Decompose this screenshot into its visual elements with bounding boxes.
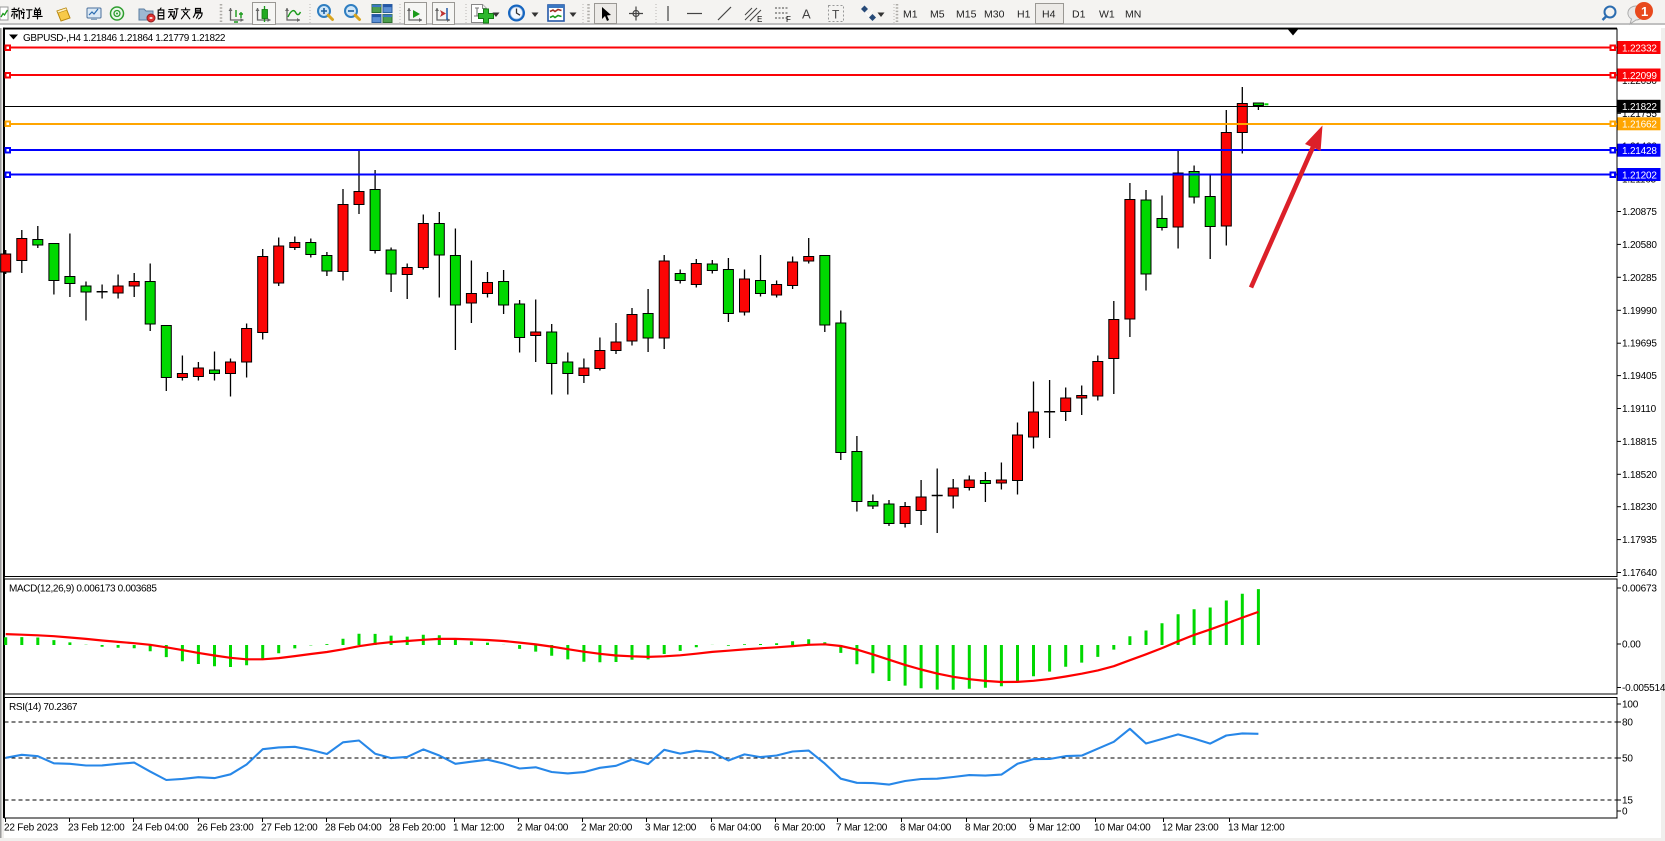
svg-text:1.17640: 1.17640 bbox=[1622, 568, 1657, 579]
svg-text:12 Mar 23:00: 12 Mar 23:00 bbox=[1162, 823, 1219, 834]
svg-text:27 Feb 12:00: 27 Feb 12:00 bbox=[261, 823, 318, 834]
svg-text:1.19990: 1.19990 bbox=[1622, 306, 1657, 317]
svg-text:13 Mar 12:00: 13 Mar 12:00 bbox=[1228, 823, 1285, 834]
svg-text:8 Mar 20:00: 8 Mar 20:00 bbox=[965, 823, 1017, 834]
svg-text:28 Feb 20:00: 28 Feb 20:00 bbox=[389, 823, 446, 834]
svg-text:1.18815: 1.18815 bbox=[1622, 437, 1657, 448]
svg-text:1.21822: 1.21822 bbox=[1622, 102, 1657, 113]
svg-text:0.00673: 0.00673 bbox=[1622, 584, 1657, 595]
svg-text:M1: M1 bbox=[903, 9, 918, 21]
svg-text:1.21755: 1.21755 bbox=[1622, 109, 1657, 120]
svg-text:9 Mar 12:00: 9 Mar 12:00 bbox=[1029, 823, 1081, 834]
svg-text:H4: H4 bbox=[1042, 9, 1056, 21]
svg-text:24 Feb 04:00: 24 Feb 04:00 bbox=[132, 823, 189, 834]
svg-text:26 Feb 23:00: 26 Feb 23:00 bbox=[197, 823, 254, 834]
svg-text:MACD(12,26,9) 0.006173 0.00368: MACD(12,26,9) 0.006173 0.003685 bbox=[9, 584, 157, 595]
svg-text:1.20580: 1.20580 bbox=[1622, 240, 1657, 251]
svg-text:1.20875: 1.20875 bbox=[1622, 207, 1657, 218]
svg-text:T: T bbox=[832, 8, 840, 22]
svg-text:1.17935: 1.17935 bbox=[1622, 535, 1657, 546]
svg-text:22 Feb 2023: 22 Feb 2023 bbox=[4, 823, 59, 834]
svg-text:M5: M5 bbox=[930, 9, 945, 21]
svg-text:1: 1 bbox=[1641, 4, 1648, 19]
svg-text:23 Feb 12:00: 23 Feb 12:00 bbox=[68, 823, 125, 834]
svg-text:1.19405: 1.19405 bbox=[1622, 371, 1657, 382]
svg-text:A: A bbox=[802, 7, 811, 22]
svg-text:6 Mar 20:00: 6 Mar 20:00 bbox=[774, 823, 826, 834]
svg-text:0.00: 0.00 bbox=[1622, 640, 1641, 651]
svg-text:-0.005514: -0.005514 bbox=[1622, 683, 1665, 694]
svg-text:D1: D1 bbox=[1072, 9, 1086, 21]
svg-text:28 Feb 04:00: 28 Feb 04:00 bbox=[325, 823, 382, 834]
svg-text:7 Mar 12:00: 7 Mar 12:00 bbox=[836, 823, 888, 834]
svg-text:MN: MN bbox=[1125, 9, 1141, 21]
svg-text:15: 15 bbox=[1622, 796, 1633, 807]
svg-text:1.22332: 1.22332 bbox=[1622, 43, 1657, 54]
svg-text:M15: M15 bbox=[956, 9, 977, 21]
svg-text:10 Mar 04:00: 10 Mar 04:00 bbox=[1094, 823, 1151, 834]
svg-text:50: 50 bbox=[1622, 754, 1633, 765]
svg-text:2 Mar 20:00: 2 Mar 20:00 bbox=[581, 823, 633, 834]
svg-text:W1: W1 bbox=[1099, 9, 1115, 21]
svg-text:6 Mar 04:00: 6 Mar 04:00 bbox=[710, 823, 762, 834]
svg-text:1.21202: 1.21202 bbox=[1622, 170, 1657, 181]
svg-text:1.21428: 1.21428 bbox=[1622, 146, 1657, 157]
svg-text:RSI(14) 70.2367: RSI(14) 70.2367 bbox=[9, 702, 78, 713]
svg-text:1.19110: 1.19110 bbox=[1622, 404, 1657, 415]
svg-text:1.18230: 1.18230 bbox=[1622, 502, 1657, 513]
svg-text:1.20285: 1.20285 bbox=[1622, 273, 1657, 284]
svg-text:H1: H1 bbox=[1017, 9, 1031, 21]
svg-text:1.19695: 1.19695 bbox=[1622, 339, 1657, 350]
svg-text:3 Mar 12:00: 3 Mar 12:00 bbox=[645, 823, 697, 834]
svg-text:100: 100 bbox=[1622, 700, 1639, 711]
svg-text:1.21662: 1.21662 bbox=[1622, 120, 1657, 131]
svg-text:M30: M30 bbox=[984, 9, 1005, 21]
svg-text:1 Mar 12:00: 1 Mar 12:00 bbox=[453, 823, 505, 834]
svg-text:2 Mar 04:00: 2 Mar 04:00 bbox=[517, 823, 569, 834]
svg-text:8 Mar 04:00: 8 Mar 04:00 bbox=[900, 823, 952, 834]
svg-text:1.22099: 1.22099 bbox=[1622, 71, 1657, 82]
svg-text:F: F bbox=[786, 15, 791, 24]
svg-text:GBPUSD-,H4 1.21846 1.21864 1.: GBPUSD-,H4 1.21846 1.21864 1.21779 1.218… bbox=[23, 33, 226, 44]
svg-text:1.18520: 1.18520 bbox=[1622, 470, 1657, 481]
svg-text:80: 80 bbox=[1622, 718, 1633, 729]
svg-text:0: 0 bbox=[1622, 807, 1628, 818]
svg-text:E: E bbox=[757, 15, 762, 24]
